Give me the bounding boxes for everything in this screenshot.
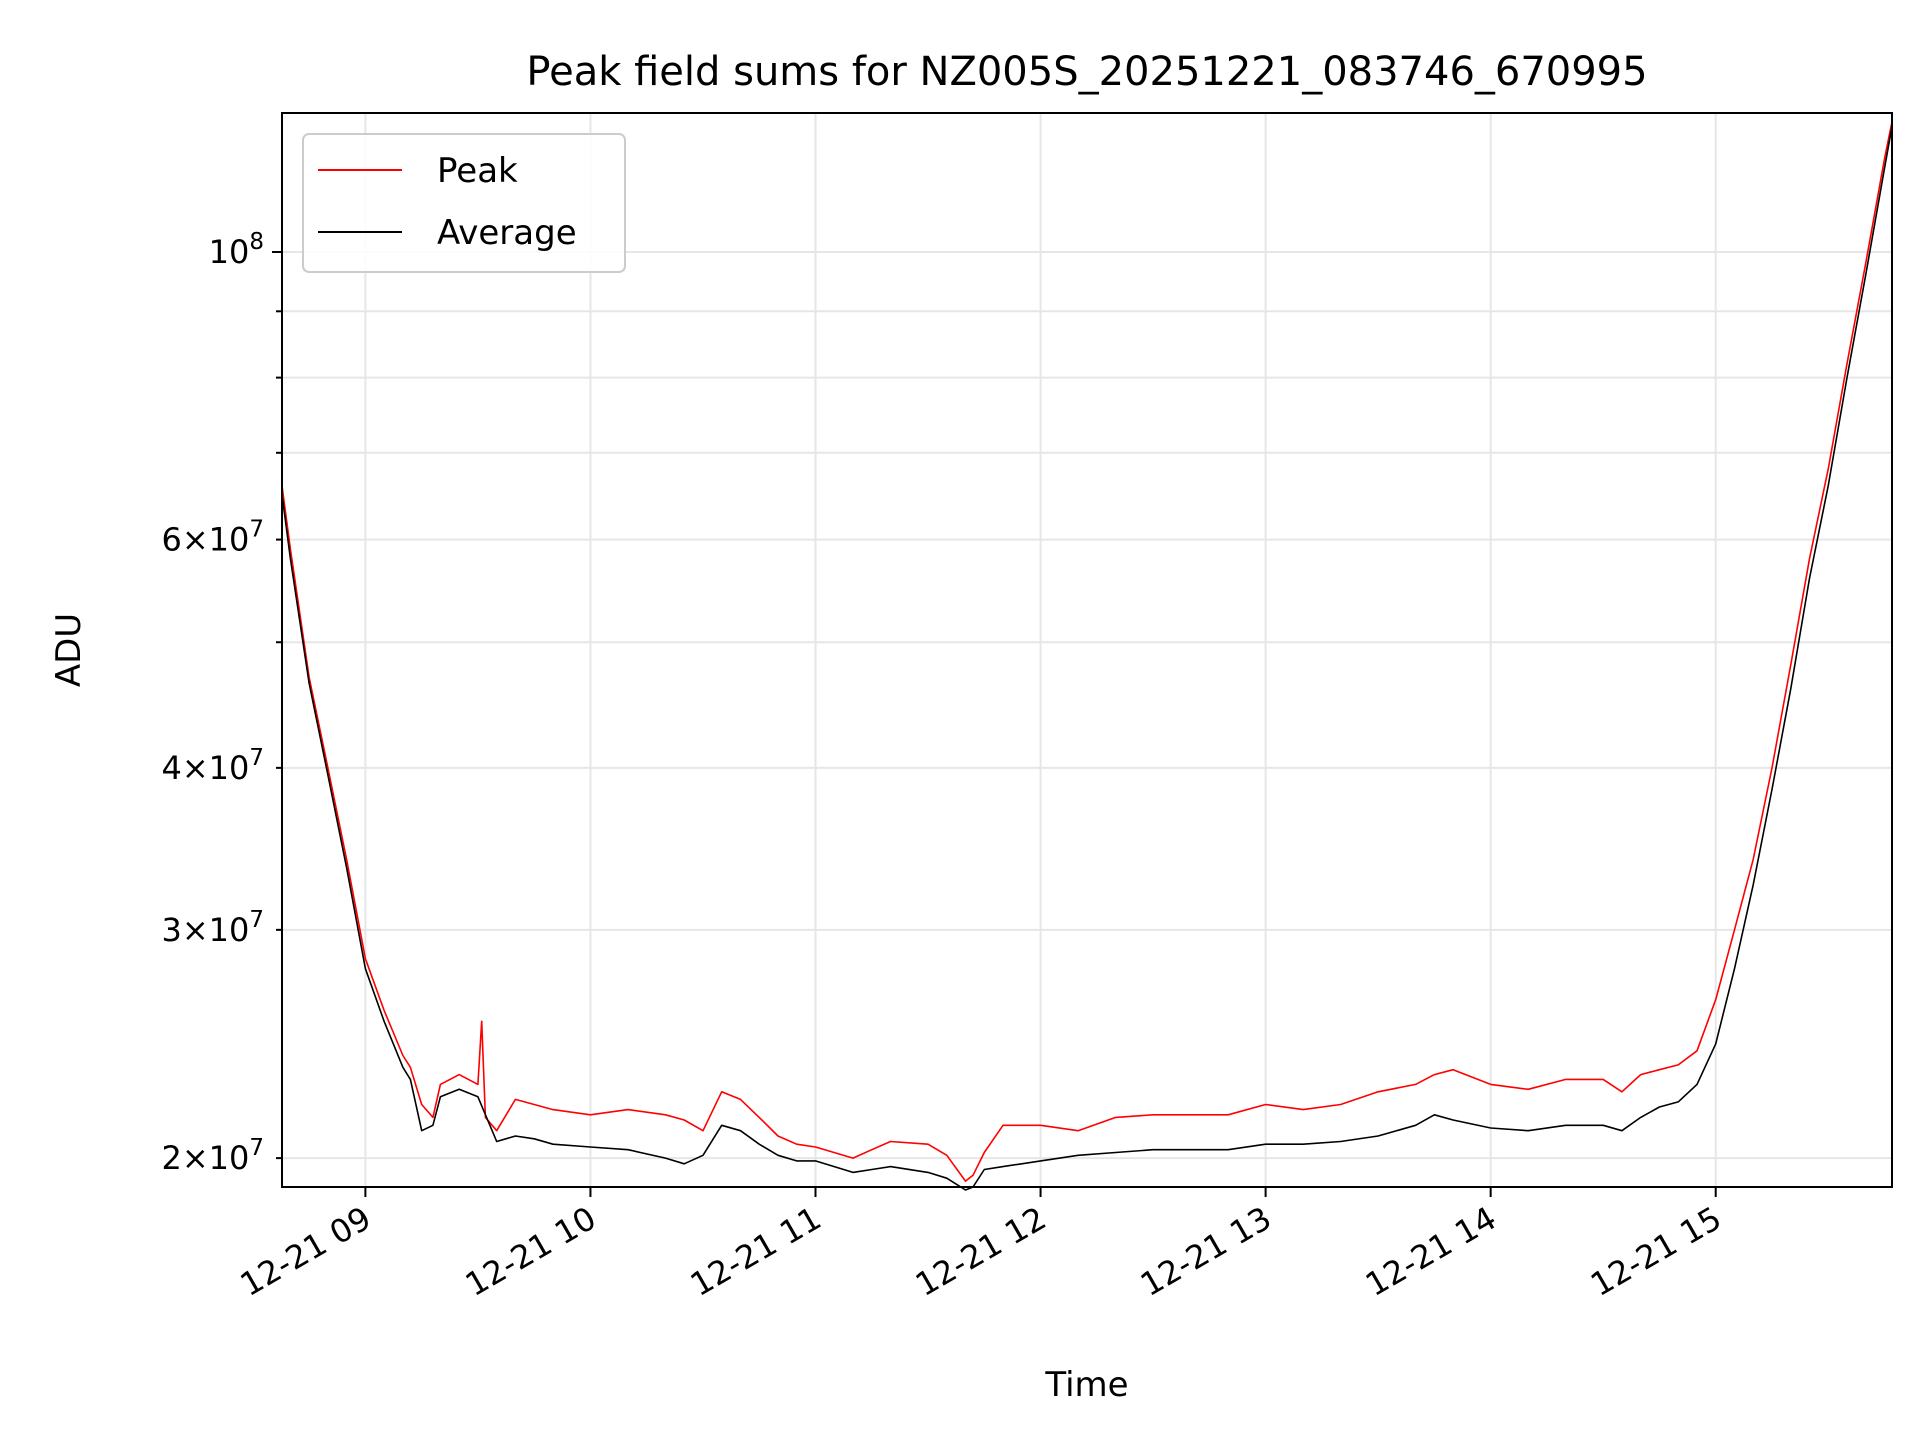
x-axis-label: Time	[1044, 1365, 1128, 1405]
y-tick-label: 108	[209, 229, 264, 271]
y-tick-label: 2×107	[161, 1135, 264, 1177]
grid	[282, 113, 1892, 1187]
plot-frame	[281, 112, 1893, 1188]
y-tick-label: 6×107	[161, 517, 264, 559]
legend-label-peak: Peak	[437, 151, 518, 191]
legend-label-average: Average	[437, 213, 577, 253]
legend: Peak Average	[302, 133, 626, 273]
y-tick-label: 3×107	[161, 907, 264, 949]
y-tick-label: 4×107	[161, 745, 264, 787]
chart-title: Peak field sums for NZ005S_20251221_0837…	[526, 49, 1647, 95]
y-axis-label: ADU	[49, 613, 89, 687]
y-axis: 108 2×107 3×107 4×107 6×107	[161, 229, 282, 1177]
series-line-peak	[281, 121, 1893, 1182]
legend-box	[302, 133, 626, 273]
